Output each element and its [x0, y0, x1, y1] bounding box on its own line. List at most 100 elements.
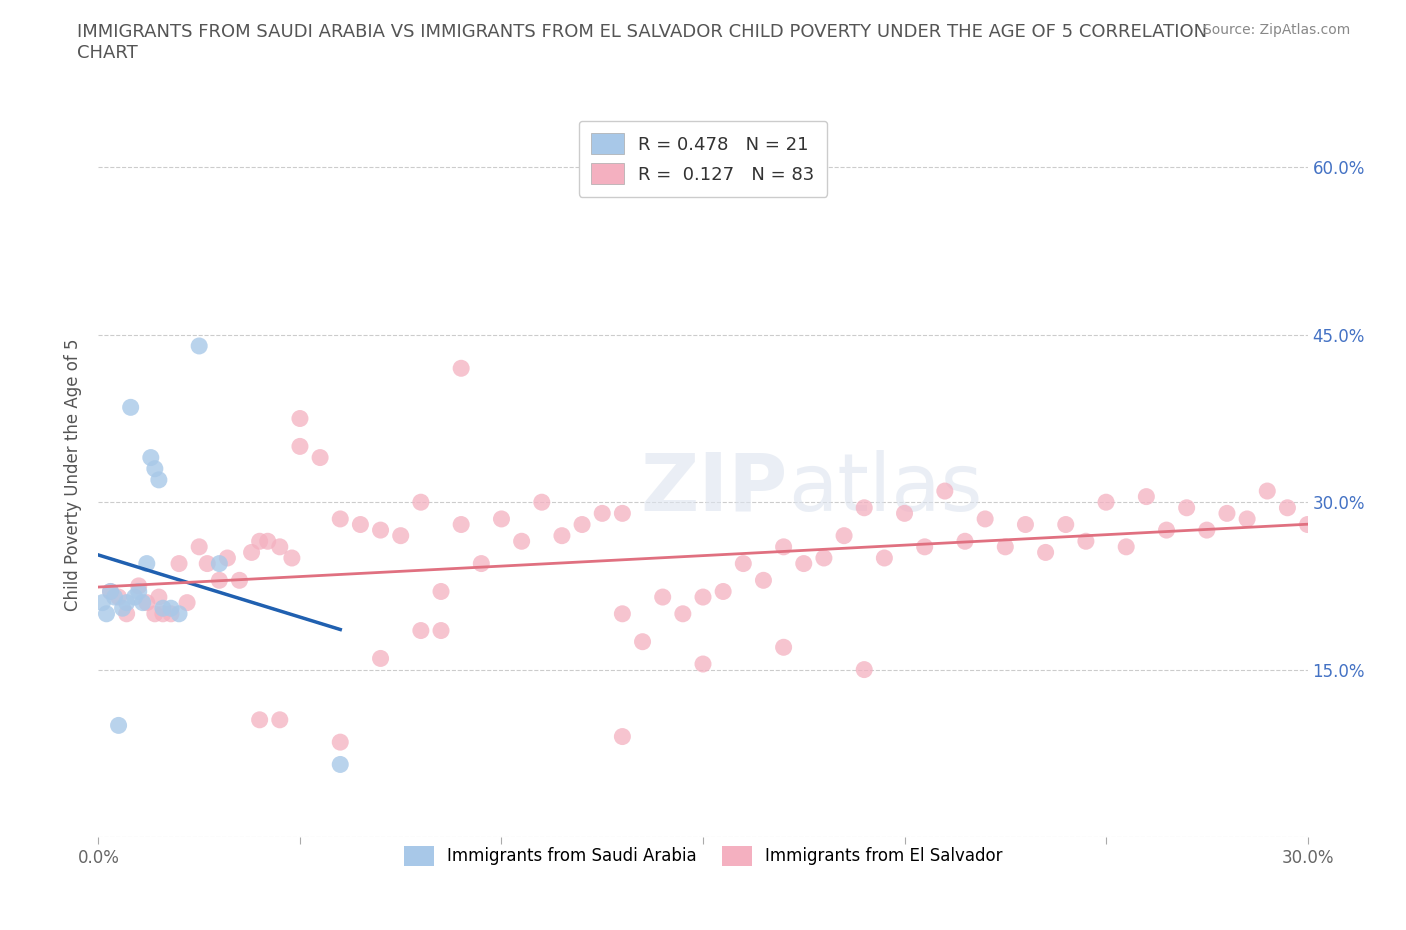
Point — [853, 500, 876, 515]
Point — [914, 539, 936, 554]
Point — [450, 361, 472, 376]
Point — [672, 606, 695, 621]
Point — [974, 512, 997, 526]
Point — [143, 461, 166, 476]
Point — [249, 534, 271, 549]
Point — [430, 623, 453, 638]
Point — [309, 450, 332, 465]
Point — [1095, 495, 1118, 510]
Point — [409, 495, 432, 510]
Point — [551, 528, 574, 543]
Point — [853, 662, 876, 677]
Point — [873, 551, 896, 565]
Point — [167, 556, 190, 571]
Point — [100, 584, 122, 599]
Text: atlas: atlas — [787, 450, 981, 528]
Point — [510, 534, 533, 549]
Point — [256, 534, 278, 549]
Point — [530, 495, 553, 510]
Point — [1277, 500, 1299, 515]
Point — [128, 584, 150, 599]
Point — [491, 512, 513, 526]
Point — [994, 539, 1017, 554]
Point — [115, 606, 138, 621]
Point — [953, 534, 976, 549]
Point — [1115, 539, 1137, 554]
Point — [269, 712, 291, 727]
Point — [208, 573, 231, 588]
Point — [711, 584, 734, 599]
Point — [195, 556, 218, 571]
Point — [1156, 523, 1178, 538]
Point — [96, 606, 118, 621]
Point — [120, 400, 142, 415]
Point — [692, 590, 714, 604]
Point — [772, 640, 794, 655]
Point — [217, 551, 239, 565]
Point — [1054, 517, 1077, 532]
Point — [370, 523, 392, 538]
Point — [135, 595, 157, 610]
Point — [128, 578, 150, 593]
Point — [692, 657, 714, 671]
Point — [208, 556, 231, 571]
Point — [132, 595, 155, 610]
Point — [143, 606, 166, 621]
Point — [612, 729, 634, 744]
Point — [1175, 500, 1198, 515]
Point — [470, 556, 492, 571]
Point — [148, 472, 170, 487]
Point — [329, 757, 352, 772]
Point — [389, 528, 412, 543]
Point — [832, 528, 855, 543]
Point — [1035, 545, 1057, 560]
Point — [124, 590, 146, 604]
Point — [571, 517, 593, 532]
Point — [100, 584, 122, 599]
Point — [281, 551, 304, 565]
Point — [103, 590, 125, 604]
Point — [752, 573, 775, 588]
Point — [91, 595, 114, 610]
Point — [152, 606, 174, 621]
Point — [1256, 484, 1278, 498]
Point — [188, 339, 211, 353]
Point — [1074, 534, 1097, 549]
Point — [772, 539, 794, 554]
Point — [329, 512, 352, 526]
Point — [370, 651, 392, 666]
Point — [188, 539, 211, 554]
Point — [176, 595, 198, 610]
Point — [269, 539, 291, 554]
Point — [167, 606, 190, 621]
Point — [107, 590, 129, 604]
Point — [288, 439, 311, 454]
Point — [115, 595, 138, 610]
Point — [1236, 512, 1258, 526]
Point — [139, 450, 162, 465]
Point — [160, 606, 183, 621]
Legend: Immigrants from Saudi Arabia, Immigrants from El Salvador: Immigrants from Saudi Arabia, Immigrants… — [396, 840, 1010, 872]
Point — [1014, 517, 1036, 532]
Point — [135, 556, 157, 571]
Point — [1195, 523, 1218, 538]
Point — [934, 484, 956, 498]
Point — [813, 551, 835, 565]
Point — [111, 601, 134, 616]
Point — [152, 601, 174, 616]
Point — [793, 556, 815, 571]
Point — [893, 506, 915, 521]
Text: IMMIGRANTS FROM SAUDI ARABIA VS IMMIGRANTS FROM EL SALVADOR CHILD POVERTY UNDER : IMMIGRANTS FROM SAUDI ARABIA VS IMMIGRAN… — [77, 23, 1208, 62]
Point — [249, 712, 271, 727]
Point — [631, 634, 654, 649]
Point — [733, 556, 755, 571]
Point — [591, 506, 613, 521]
Point — [148, 590, 170, 604]
Point — [612, 606, 634, 621]
Point — [1296, 517, 1319, 532]
Point — [430, 584, 453, 599]
Point — [288, 411, 311, 426]
Point — [450, 517, 472, 532]
Point — [240, 545, 263, 560]
Point — [160, 601, 183, 616]
